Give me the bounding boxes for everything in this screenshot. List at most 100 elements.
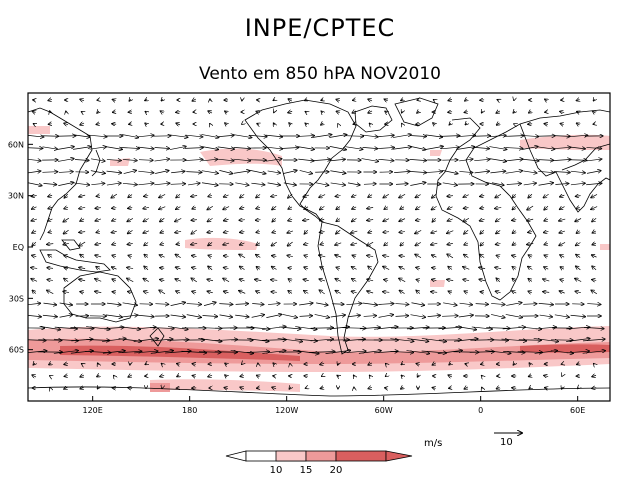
wind-vector — [267, 183, 281, 185]
wind-vector — [442, 316, 458, 317]
wind-vector — [367, 220, 374, 221]
wind-vector — [239, 266, 245, 269]
wind-vector — [95, 219, 102, 221]
wind-vector — [576, 231, 579, 233]
wind-vector — [79, 241, 86, 246]
wind-vector — [592, 243, 596, 244]
wind-vector — [95, 291, 102, 292]
wind-vector — [223, 219, 229, 220]
wind-vector — [447, 196, 453, 197]
wind-vector — [176, 207, 181, 210]
wind-vector — [559, 291, 565, 293]
wind-vector — [63, 229, 69, 234]
wind-vector — [95, 279, 102, 282]
wind-vector — [544, 124, 548, 125]
wind-vector — [464, 229, 469, 234]
wind-vector — [400, 242, 403, 245]
wind-vector — [553, 147, 571, 148]
wind-vector — [448, 207, 453, 209]
wind-vector — [277, 338, 303, 341]
wind-vector — [367, 279, 374, 281]
wind-vector — [320, 363, 325, 364]
wind-vector — [224, 388, 228, 389]
wind-vector — [545, 388, 548, 389]
wind-vector — [28, 182, 42, 185]
wind-vector — [145, 364, 147, 365]
wind-vector — [528, 194, 533, 198]
wind-vector — [48, 124, 51, 125]
wind-vector — [503, 351, 525, 352]
wind-vector — [112, 219, 117, 221]
wind-vector — [288, 279, 291, 281]
wind-vector — [320, 387, 323, 388]
wind-vector — [521, 159, 539, 161]
wind-vector — [64, 268, 68, 269]
wind-vector — [39, 326, 61, 329]
wind-vector — [529, 363, 530, 365]
wind-vector — [395, 316, 409, 317]
wind-vector — [79, 207, 86, 208]
wind-vector — [555, 183, 568, 184]
wind-vector — [316, 303, 328, 305]
wind-vector — [239, 254, 246, 258]
wind-vector — [154, 159, 170, 161]
wind-vector — [416, 267, 421, 268]
wind-vector — [198, 352, 221, 353]
lat-label: EQ — [13, 243, 24, 252]
wind-vector — [495, 207, 502, 208]
wind-vector — [104, 327, 124, 329]
wind-vector — [59, 315, 73, 318]
wind-vector — [219, 315, 233, 317]
map-agency-title: INPE/CPTEC — [244, 14, 396, 42]
wind-vector — [95, 208, 101, 209]
wind-vector — [465, 364, 467, 365]
wind-vector — [112, 99, 115, 100]
wind-vector — [150, 351, 173, 354]
wind-vector — [191, 229, 197, 234]
wind-vector — [559, 231, 565, 233]
wind-vector — [274, 123, 275, 125]
wind-vector — [384, 207, 388, 210]
wind-vector — [320, 267, 325, 269]
axis-labels: 60N 30N EQ 30S 60S 120E 180 120W 60W 0 60E — [8, 140, 585, 415]
wind-vector — [208, 266, 213, 271]
wind-vector — [313, 159, 330, 160]
wind-vector — [584, 327, 604, 328]
wind-vector — [217, 135, 234, 137]
wind-vector — [481, 364, 484, 365]
wind-vector — [272, 231, 277, 232]
wind-vector — [592, 231, 595, 233]
wind-vector — [465, 99, 467, 101]
wind-vector — [415, 242, 421, 245]
wind-vector — [289, 123, 291, 125]
colorbar-tick: 20 — [330, 465, 343, 476]
wind-vector — [335, 279, 341, 282]
wind-vector — [475, 304, 489, 305]
wind-vector — [402, 111, 403, 113]
wind-vector — [98, 363, 99, 365]
wind-vector — [395, 184, 408, 185]
wind-vector — [440, 147, 459, 149]
wind-vector — [401, 375, 402, 376]
wind-vector — [184, 148, 203, 149]
wind-vector — [346, 303, 361, 304]
wind-vector — [256, 207, 261, 208]
wind-vector — [122, 159, 137, 160]
wind-vector — [594, 364, 595, 365]
wind-vector — [273, 363, 275, 365]
wind-vector — [160, 218, 165, 221]
wind-vector — [47, 268, 54, 269]
wind-vector — [370, 375, 371, 376]
wind-vector — [491, 303, 505, 304]
wind-vector — [544, 267, 549, 269]
wind-vector — [538, 183, 554, 186]
wind-vector — [463, 208, 469, 209]
colorbar-segment-4 — [335, 450, 387, 462]
wind-vector — [122, 302, 138, 305]
wind-vector — [489, 146, 506, 150]
lat-label: 30S — [9, 294, 24, 303]
wind-vector — [352, 195, 357, 197]
wind-vector — [305, 112, 306, 113]
wind-vector — [160, 231, 164, 233]
wind-vector — [352, 111, 356, 113]
